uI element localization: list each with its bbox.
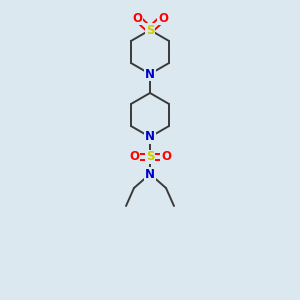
Text: N: N [145, 68, 155, 80]
Text: O: O [129, 151, 139, 164]
Text: O: O [132, 11, 142, 25]
Text: S: S [146, 23, 154, 37]
Text: N: N [145, 130, 155, 143]
Text: O: O [158, 11, 168, 25]
Text: O: O [161, 151, 171, 164]
Text: S: S [146, 151, 154, 164]
Text: N: N [145, 167, 155, 181]
